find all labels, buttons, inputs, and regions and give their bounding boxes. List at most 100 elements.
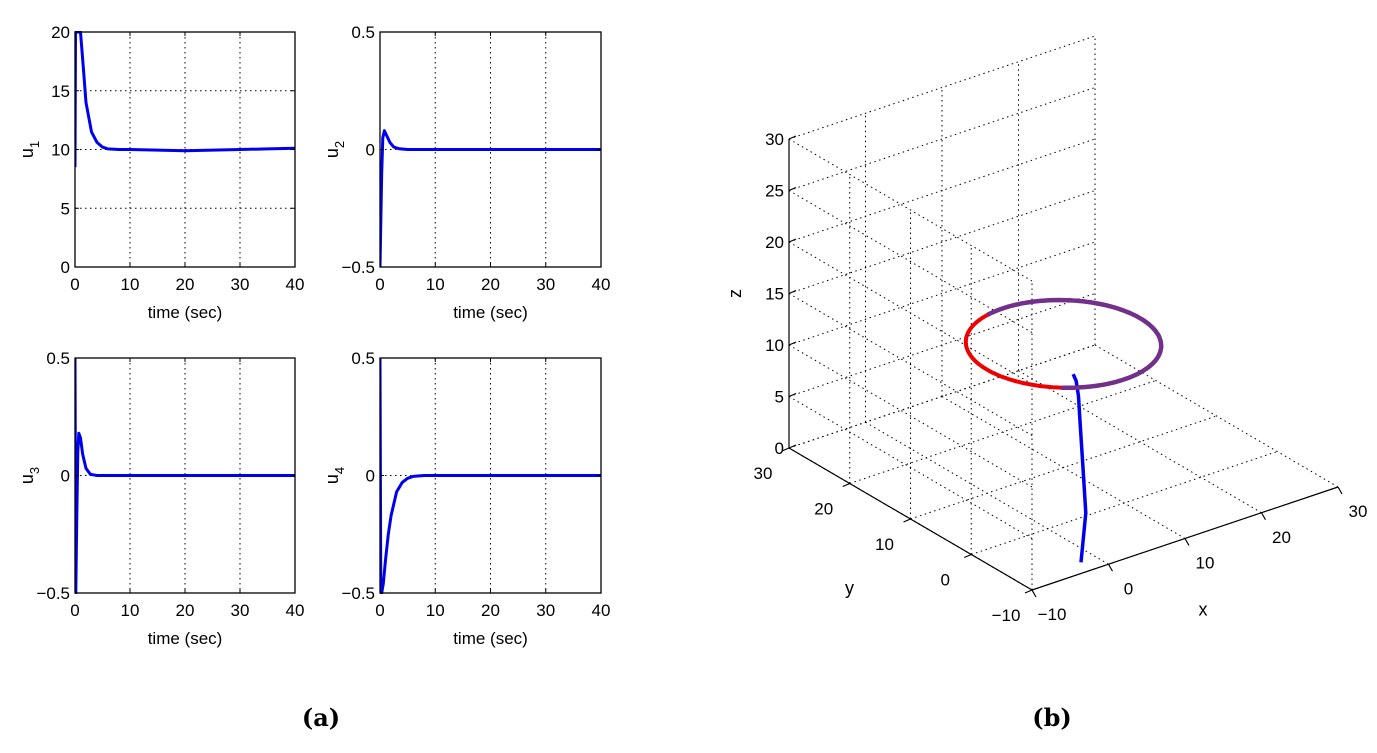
trajectory-orbit-line [986,297,1164,391]
y-axis-label: y [845,578,854,598]
y-tick-label: 0.5 [351,349,375,368]
z-tick-label: 20 [765,233,784,252]
side-wall-grid-line [788,293,1033,436]
y-tick-label: 20 [814,500,833,519]
z-tick-label: 5 [775,388,784,407]
z-tick [788,135,797,140]
y-tick-label: 10 [875,535,894,554]
x-tick-label: 10 [426,601,445,620]
series-line-u3 [75,357,295,594]
side-wall-grid-line [788,138,1033,282]
trajectory-orbit-start-arc [963,311,1068,390]
x-tick-label: 20 [481,601,500,620]
x-tick [1107,563,1114,572]
back-wall-grid-line [788,87,1096,191]
y-tick [903,518,911,523]
x-tick [1337,486,1343,495]
x-tick-label: 20 [1272,528,1291,547]
z-tick [788,341,797,346]
y-tick-label: 5 [61,199,70,218]
x-axis-label: time (sec) [453,303,528,322]
x-tick-label: 10 [1196,554,1215,573]
x-tick-label: 30 [231,601,250,620]
back-wall-grid-line [788,138,1096,243]
y-tick-label: 0 [366,467,375,486]
x-tick-label: 0 [70,275,79,294]
x-tick-label: 40 [592,275,611,294]
x-tick-label: 40 [286,601,305,620]
y-label-subscript: 1 [27,141,42,148]
x-axis-label: x [1199,600,1208,620]
x-axis-label: time (sec) [453,629,528,648]
z-tick-label: 15 [765,285,784,304]
back-wall-grid-line [788,35,1096,140]
x-tick-label: 40 [286,275,305,294]
x-tick [1031,589,1037,598]
back-wall-grid-line [788,190,1096,294]
y-label-main: u [17,148,37,158]
x-tick-label: 40 [592,601,611,620]
z-tick-label: 0 [775,439,784,458]
y-tick-label: −0.5 [36,584,70,603]
x-tick-label: 10 [121,275,140,294]
side-wall-grid-line [788,344,1033,488]
side-wall-grid-line [788,241,1033,385]
x-tick [1184,538,1190,546]
x-tick-label: 0 [375,275,384,294]
x-axis-label: time (sec) [148,629,223,648]
x-tick-label: 20 [176,275,195,294]
z-tick [788,392,797,398]
back-wall-grid-line [788,241,1096,346]
caption-a: (a) [301,703,341,732]
y-tick-label: 0 [366,141,375,160]
side-wall-grid-line [788,190,1033,333]
y-tick [781,447,790,452]
x-tick-label: 20 [176,601,195,620]
z-tick [788,238,797,243]
y-tick-label: 15 [51,82,70,101]
y-axis-label: u2 [322,141,347,158]
y-label-subscript: 2 [332,141,347,148]
caption-b: (b) [1032,703,1072,732]
series-line-u2 [380,129,601,268]
floor-grid-line [849,380,1156,484]
x-tick-label: 10 [426,275,445,294]
y-tick-label: −10 [992,606,1021,625]
y-axis-label: u4 [322,467,347,484]
back-wall-grid-line [788,344,1096,449]
floor-grid-line [1018,370,1262,514]
y-axis-label: u1 [17,141,42,158]
y-label-main: u [322,474,342,484]
y-label-subscript: 3 [27,467,42,474]
y-tick-label: 0 [61,467,70,486]
x-tick-label: 30 [1349,502,1368,521]
x-tick-label: 0 [375,601,384,620]
z-axis-label: z [725,289,745,298]
y-axis-label: u3 [17,467,42,484]
x-tick-label: 30 [536,275,555,294]
y-tick-label: 0 [61,258,70,277]
x-tick-label: 10 [121,601,140,620]
y-tick-label: 0.5 [46,349,70,368]
x-axis-label: time (sec) [148,303,223,322]
trajectory-approach-line [1071,373,1088,563]
x-tick-label: 30 [536,601,555,620]
y-tick-label: −0.5 [341,258,375,277]
y-tick [842,482,850,488]
floor-grid-line [971,451,1278,555]
z-tick-label: 25 [765,182,784,201]
y-label-subscript: 4 [332,467,347,474]
subplot-u1: 0 10 20 30 40 0 5 10 15 20 time (sec) u1 [17,23,304,322]
y-tick-label: 10 [51,141,70,160]
z-tick [788,186,797,192]
y-tick-label: 0 [941,571,950,590]
y-tick-label: 20 [51,23,70,42]
y-tick [964,553,972,559]
y-tick-label: 30 [754,464,773,483]
y-tick-label: −0.5 [341,584,375,603]
side-wall-grid-line [788,396,1033,539]
